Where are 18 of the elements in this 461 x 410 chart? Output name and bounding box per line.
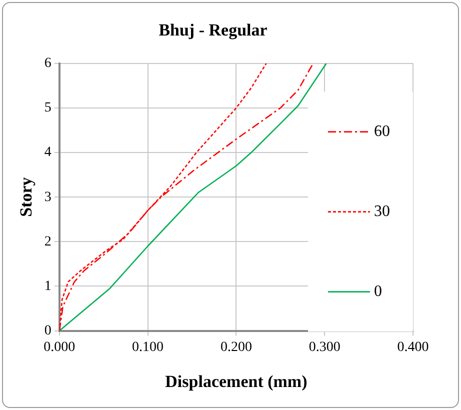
legend-label: 30 [374,203,390,220]
x-tick-label: 0.100 [132,340,164,355]
x-tick-label: 0.400 [397,340,429,355]
x-tick-label: 0.000 [44,340,76,355]
y-tick-label: 5 [44,100,52,116]
y-tick-label: 4 [44,145,52,160]
x-tick-label: 0.200 [220,340,252,355]
y-tick-label: 3 [44,190,52,205]
x-tick-label: 0.300 [308,340,340,355]
y-tick-label: 0 [44,323,52,338]
legend-label: 60 [374,123,390,140]
x-axis-title: Displacement (mm) [165,372,308,392]
y-axis-title: Story [16,176,36,217]
y-tick-label: 2 [44,234,52,250]
y-tick-label: 1 [44,278,52,294]
legend-label: 0 [374,283,382,300]
y-tick-label: 6 [44,56,52,72]
chart-title: Bhuj - Regular [158,20,268,40]
